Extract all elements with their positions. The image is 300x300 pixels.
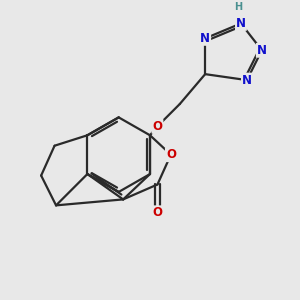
Text: O: O (152, 206, 163, 219)
Text: O: O (166, 148, 176, 161)
Text: N: N (200, 32, 210, 45)
Text: O: O (152, 120, 163, 133)
Text: N: N (257, 44, 267, 57)
Text: N: N (242, 74, 252, 87)
Text: H: H (234, 2, 242, 12)
Text: N: N (236, 17, 246, 30)
